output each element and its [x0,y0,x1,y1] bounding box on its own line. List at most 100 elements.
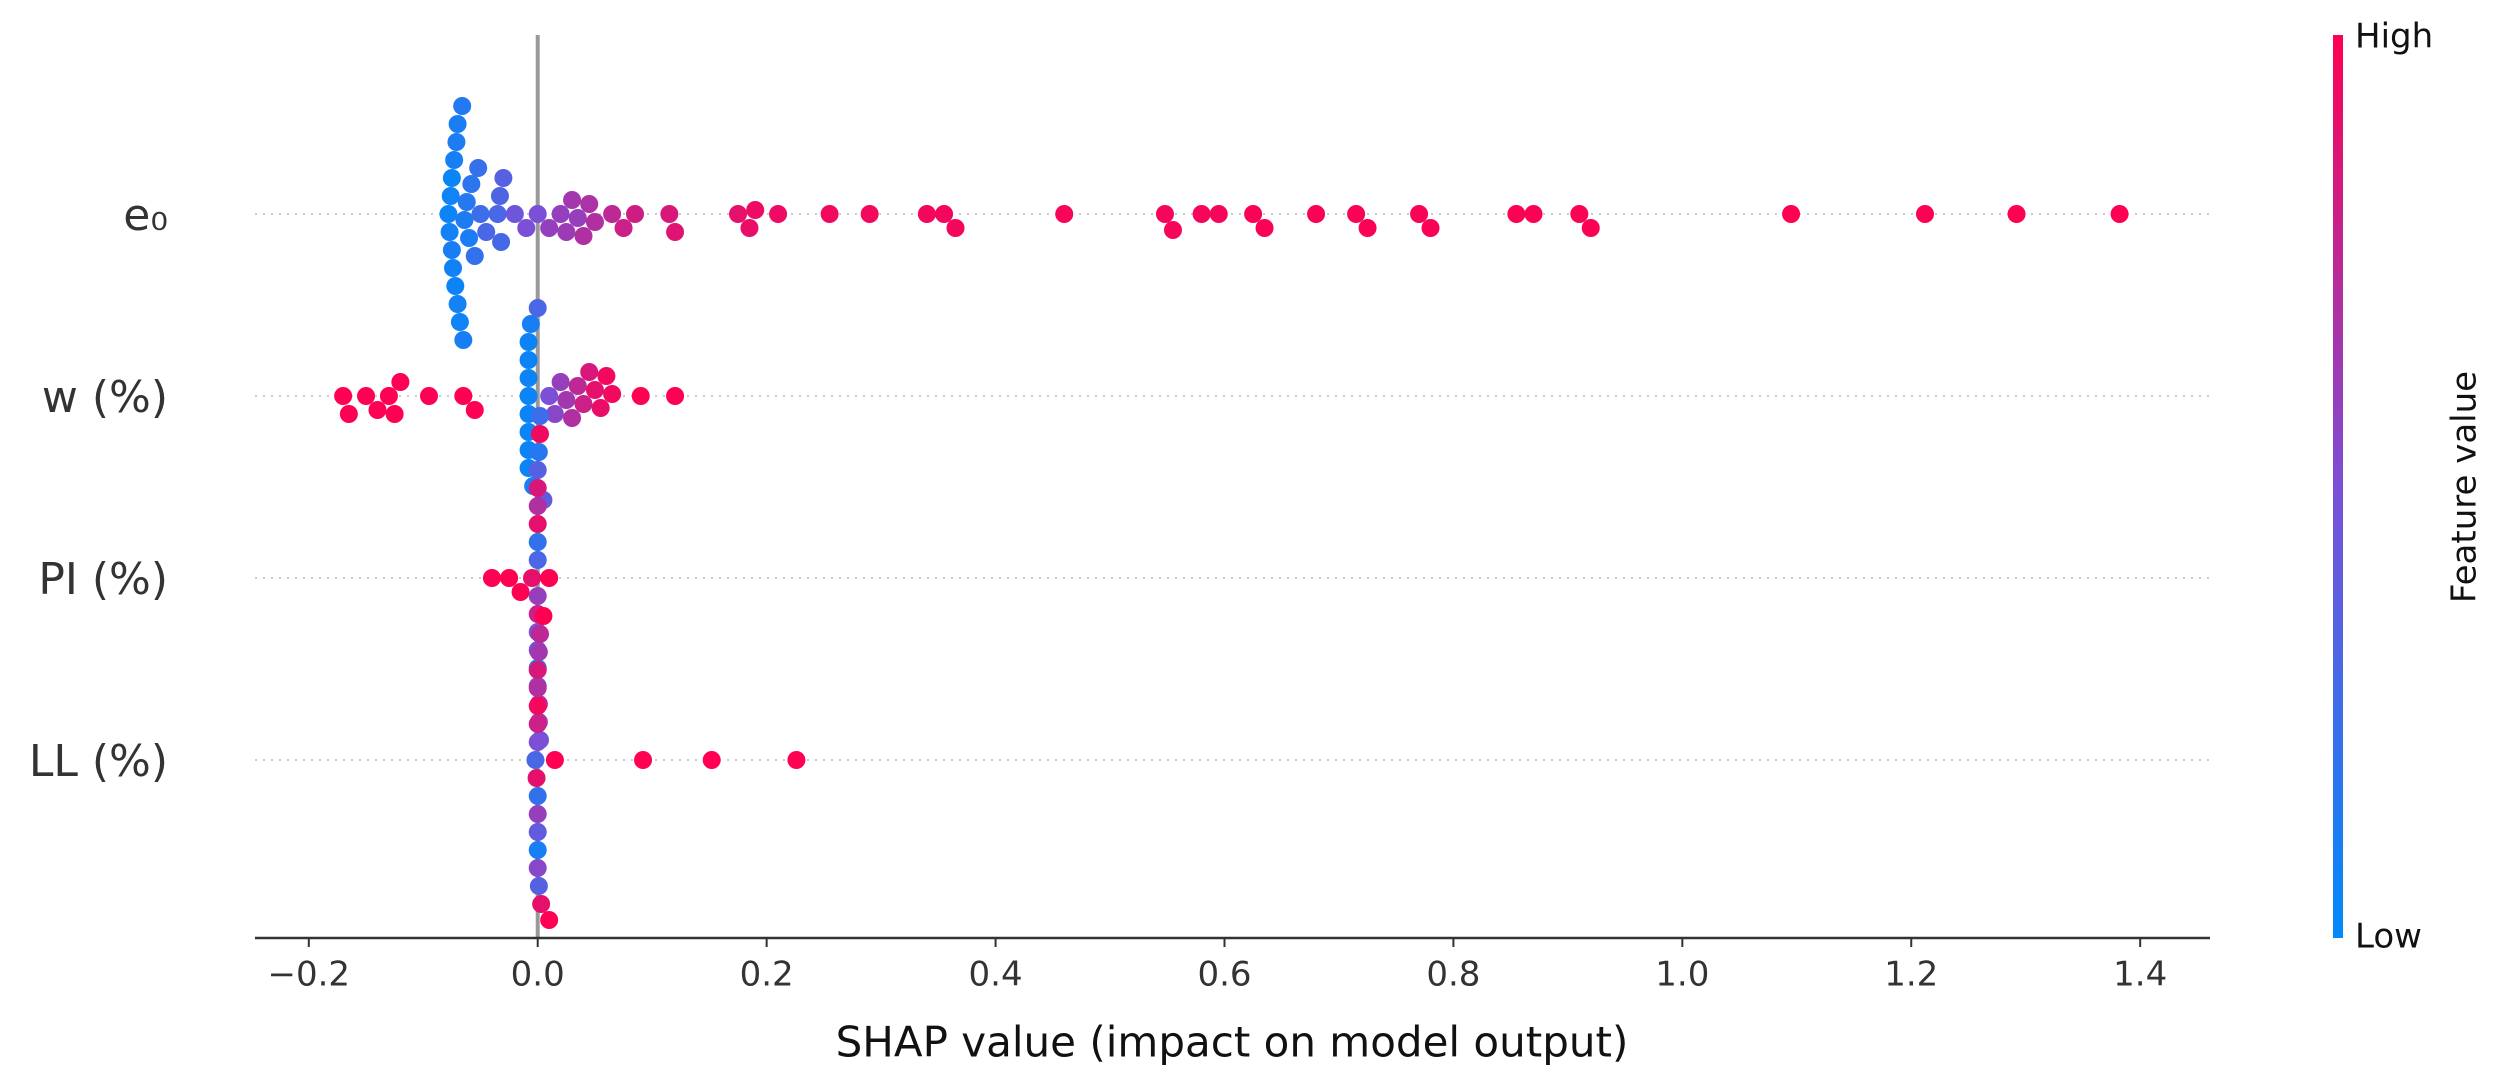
feature-points [439,97,2129,349]
feature-points [334,299,685,509]
shap-point [528,661,547,679]
shap-point [528,461,547,479]
shap-point [522,569,541,587]
feature-label: PI (%) [38,554,168,605]
shap-point [1410,205,1429,223]
shap-point [568,209,587,227]
shap-point [385,405,404,423]
shap-point [1192,205,1211,223]
shap-point [551,373,570,391]
shap-point [528,299,547,317]
x-tick-label: 0.4 [969,955,1023,995]
shap-point [631,387,650,405]
shap-point [334,387,353,405]
shap-point [634,751,653,769]
shap-point [450,313,469,331]
shap-point [702,751,721,769]
x-tick-label: −0.2 [268,955,351,995]
colorbar-high-label: High [2355,17,2433,57]
shap-point [465,401,484,419]
shap-point [528,497,547,515]
shap-point [568,377,587,395]
shap-point [447,133,466,151]
shap-point [540,387,559,405]
shap-point [666,223,685,241]
shap-point [527,769,546,787]
shap-point [528,515,547,533]
shap-point [1581,219,1600,237]
shap-point [1209,205,1228,223]
shap-point [531,425,550,443]
shap-point [860,205,879,223]
shap-point [540,911,559,929]
shap-point [505,205,524,223]
shap-point [2110,205,2129,223]
shap-point [494,169,513,187]
shap-point [488,205,507,223]
shap-point [563,191,582,209]
feature-points [526,607,806,929]
shap-point [448,295,467,313]
shap-point [439,205,458,223]
shap-point [1255,219,1274,237]
shap-point [446,277,465,295]
shap-point [419,387,438,405]
shap-point [528,479,547,497]
shap-point [1358,219,1377,237]
shap-point [540,219,559,237]
shap-point [534,607,553,625]
shap-point [1507,205,1526,223]
colorbar-label: Feature value [2445,371,2485,603]
shap-point [529,643,548,661]
shap-point [526,751,545,769]
shap-point [1055,205,1074,223]
shap-point [441,187,460,205]
shap-point [368,401,387,419]
shap-point [465,247,484,265]
shap-point [591,399,610,417]
shap-point [2007,205,2026,223]
shap-point [529,877,548,895]
shap-point [511,583,530,601]
shap-point [528,733,547,751]
shap-point [603,385,622,403]
feature-label: LL (%) [29,736,168,787]
shap-point [585,381,604,399]
shap-point [528,551,547,569]
shap-point [1782,205,1801,223]
shap-point [1163,221,1182,239]
shap-point [454,387,473,405]
shap-point [1307,205,1326,223]
shap-point [563,409,582,427]
shap-point [357,387,376,405]
shap-point [729,205,748,223]
shap-point [379,387,398,405]
feature-label: e₀ [123,190,168,241]
shap-point [471,205,490,223]
shap-point [528,787,547,805]
shap-point [454,331,473,349]
shap-point [477,223,496,241]
shap-point [492,233,511,251]
shap-point [521,315,540,333]
shap-point [614,219,633,237]
x-axis-label: SHAP value (impact on model output) [836,1018,1629,1067]
shap-point [528,679,547,697]
shap-point [528,205,547,223]
feature-label: w (%) [42,372,168,423]
x-tick-label: 0.6 [1197,955,1251,995]
shap-point [528,823,547,841]
shap-point [528,841,547,859]
shap-point [597,367,616,385]
shap-point [540,569,559,587]
shap-point [935,205,954,223]
shap-point [1347,205,1366,223]
shap-point [469,159,488,177]
shap-point [660,205,679,223]
shap-point [1421,219,1440,237]
x-tick-label: 0.2 [740,955,794,995]
shap-point [490,187,509,205]
shap-point [585,213,604,231]
x-tick-label: 1.2 [1884,955,1938,995]
shap-point [580,195,599,213]
